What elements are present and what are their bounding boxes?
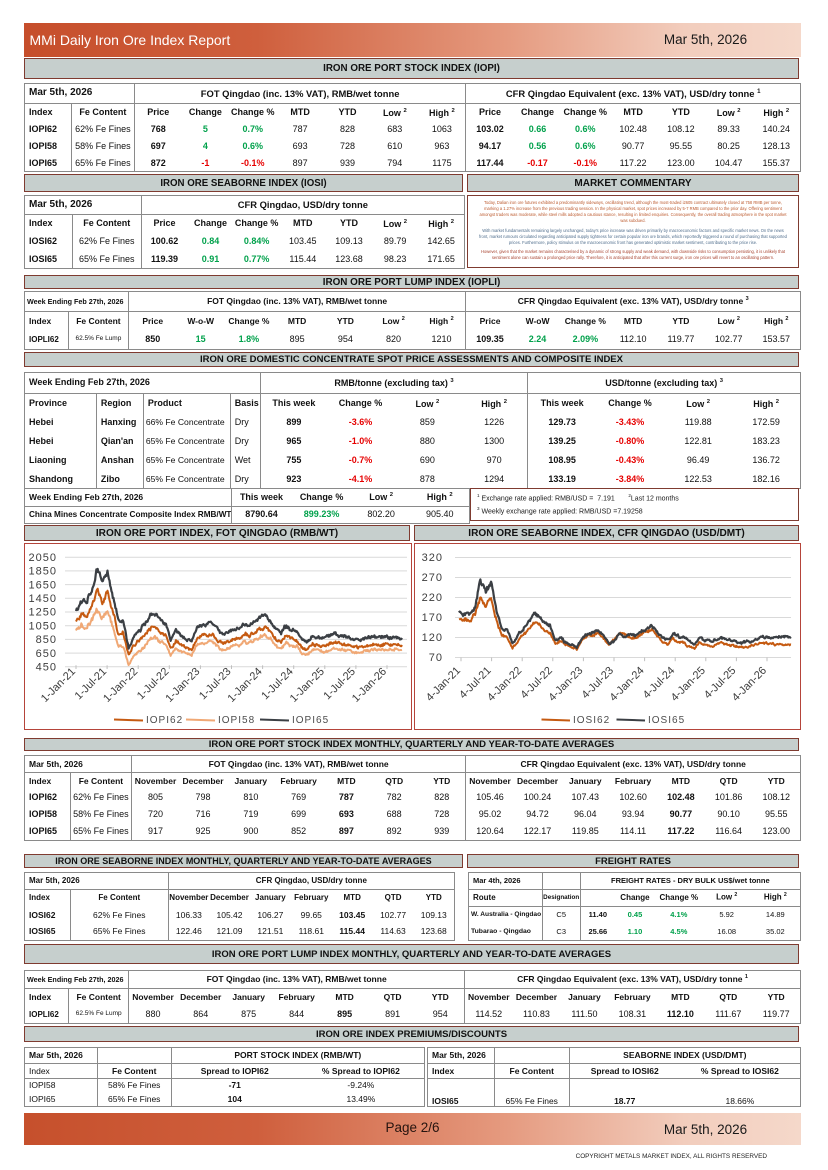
svg-text:170: 170: [422, 612, 443, 624]
svg-text:70: 70: [429, 652, 443, 664]
svg-text:1-Jan-25: 1-Jan-25: [288, 666, 327, 705]
svg-text:1650: 1650: [29, 579, 57, 591]
svg-text:IOPI62: IOPI62: [146, 715, 183, 726]
svg-text:1-Jan-24: 1-Jan-24: [226, 666, 265, 705]
svg-text:1850: 1850: [29, 566, 57, 578]
svg-text:650: 650: [36, 648, 57, 660]
svg-text:IOSI62: IOSI62: [573, 715, 610, 726]
svg-text:IOPI65: IOPI65: [292, 715, 329, 726]
svg-text:1050: 1050: [29, 620, 57, 632]
svg-text:IOPI58: IOPI58: [218, 715, 255, 726]
svg-text:2050: 2050: [29, 552, 57, 564]
svg-text:1250: 1250: [29, 607, 57, 619]
svg-text:850: 850: [36, 634, 57, 646]
svg-text:1-Jan-22: 1-Jan-22: [101, 666, 140, 705]
svg-text:4-Jan-21: 4-Jan-21: [424, 665, 463, 704]
svg-text:120: 120: [422, 632, 443, 644]
svg-text:270: 270: [422, 572, 443, 584]
svg-text:220: 220: [422, 592, 443, 604]
svg-text:1450: 1450: [29, 593, 57, 605]
svg-text:450: 450: [36, 662, 57, 674]
svg-text:IOSI65: IOSI65: [648, 715, 685, 726]
svg-text:1-Jan-23: 1-Jan-23: [163, 666, 202, 705]
svg-text:320: 320: [422, 552, 443, 564]
svg-text:1-Jan-26: 1-Jan-26: [350, 666, 389, 705]
